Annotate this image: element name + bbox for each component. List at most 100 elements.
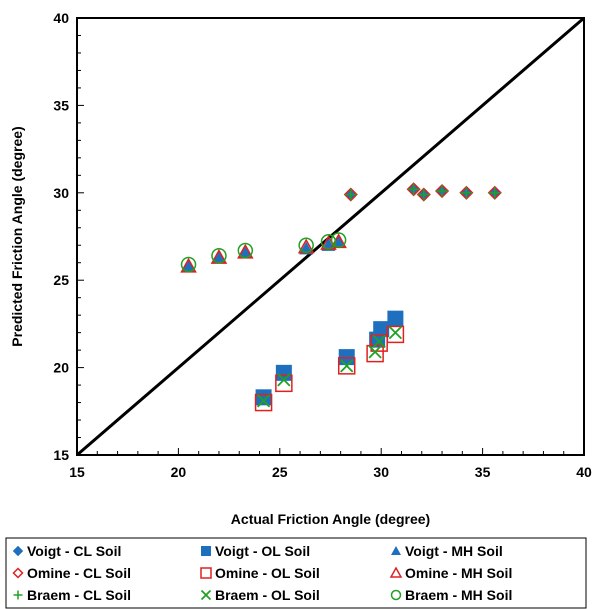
data-point [366,344,384,363]
x-axis-title: Actual Friction Angle (degree) [231,511,430,527]
one-to-one-line [76,16,585,457]
legend-label: Voigt - CL Soil [27,543,121,559]
legend-label: Omine - MH Soil [405,565,512,581]
legend-item: Braem - CL Soil [13,587,131,603]
legend-label: Omine - CL Soil [27,565,131,581]
data-point [388,326,403,340]
y-tick-label: 25 [53,272,69,288]
marker-shape [275,364,292,381]
marker-shape [181,259,196,272]
marker-shape [390,589,402,601]
data-point [275,374,293,393]
x-tick-label: 25 [272,464,288,480]
marker-shape [330,232,347,248]
marker-shape [373,321,390,338]
data-point [368,345,382,359]
legend-label: Voigt - OL Soil [215,543,310,559]
plot-area-frame [76,17,585,456]
marker-shape [275,374,293,393]
data-point [275,364,292,381]
marker-shape [12,567,24,579]
marker-shape [211,247,227,264]
legend-item: Omine - MH Soil [389,565,512,581]
marker-shape [368,345,382,359]
marker-shape [387,310,404,327]
legend-label: Braem - CL Soil [27,587,131,603]
data-point [181,259,196,272]
data-point [254,393,273,412]
y-tick-label: 30 [53,185,69,201]
series-voigt-cl-soil [344,182,502,202]
marker-shape [366,344,384,363]
marker-shape [337,357,356,375]
legend-label: Omine - OL Soil [215,565,320,581]
legend-label: Braem - OL Soil [215,587,320,603]
marker-shape [237,242,254,259]
legend-item: Omine - CL Soil [12,565,131,581]
legend-marker [200,567,212,579]
x-tick-label: 35 [475,464,491,480]
data-point [417,188,430,201]
legend-label: Voigt - MH Soil [405,543,503,559]
x-tick-label: 15 [69,464,85,480]
marker-shape [201,546,211,556]
data-point [298,237,314,253]
marker-shape [340,359,354,373]
data-point [211,247,227,264]
marker-shape [372,334,386,349]
marker-shape [238,245,253,258]
data-point [320,233,337,250]
marker-shape [12,545,24,557]
y-axis-title: Predicted Friction Angle (degree) [9,126,25,346]
legend-marker [12,545,24,557]
data-point [256,394,271,408]
legend-item: Braem - MH Soil [390,587,512,603]
marker-shape [389,566,403,578]
legend-marker [389,566,403,578]
marker-shape [211,250,226,264]
legend-item: Braem - OL Soil [200,587,320,603]
legend-label: Braem - MH Soil [405,587,512,603]
data-point [211,250,226,264]
legend-item: Voigt - OL Soil [201,543,310,559]
data-point [488,186,501,199]
y-tick-label: 35 [53,97,69,113]
marker-shape [200,589,212,601]
legend-item: Voigt - CL Soil [12,543,121,559]
data-point [372,334,386,349]
series-braem-mh-soil [180,232,347,273]
data-point [330,232,347,248]
marker-shape [391,546,401,555]
marker-shape [254,393,273,412]
data-point [373,321,390,338]
x-tick-label: 20 [171,464,187,480]
data-point [340,359,354,373]
legend-marker [390,589,402,601]
data-point [238,245,253,258]
y-tick-label: 40 [53,10,69,26]
legend-marker [200,589,212,601]
data-point [386,325,405,344]
marker-shape [388,326,403,340]
marker-shape [320,233,337,250]
x-tick-label: 40 [576,464,592,480]
data-point [255,389,272,406]
marker-shape [200,567,212,579]
marker-shape [180,256,197,273]
legend-marker [391,546,401,555]
data-point [407,183,420,196]
x-tick-label: 30 [373,464,389,480]
data-point [180,256,197,273]
marker-shape [386,325,405,344]
series-braem-cl-soil [344,183,501,201]
y-tick-label: 20 [53,360,69,376]
marker-shape [255,389,272,406]
data-point [237,242,254,259]
marker-shape [298,237,314,253]
data-point [436,185,449,198]
y-tick-label: 15 [53,447,69,463]
legend-marker [201,546,211,556]
legend-item: Voigt - MH Soil [391,543,503,559]
data-point [387,310,404,327]
